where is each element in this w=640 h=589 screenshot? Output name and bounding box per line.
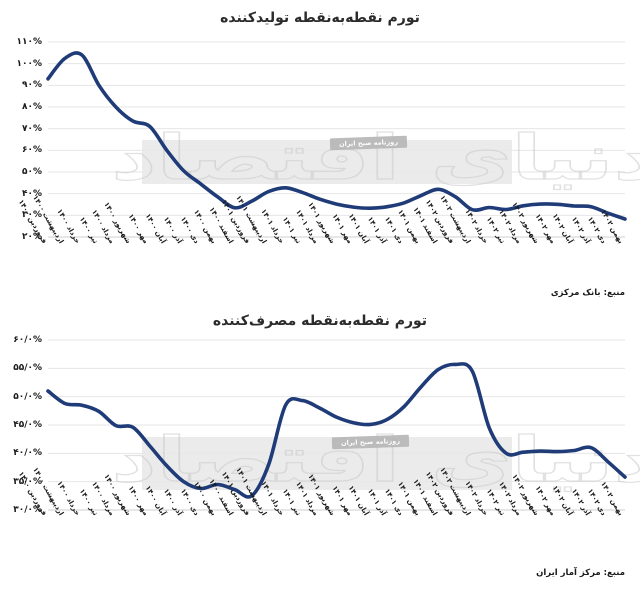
x-tick-label: مرداد ۱۴۰۱ [293,480,320,517]
x-tick-label: خرداد ۱۴۰۲ [463,479,490,517]
cpi-series-line [46,362,627,499]
x-tick-label: مهر ۱۴۰۲ [533,484,558,517]
x-tick-label: اردیبهشت ۱۴۰۱ [234,466,269,517]
x-tick-label: آبان ۱۴۰۰ [143,484,167,517]
y-tick-label: ۳۵/۰% [13,476,42,487]
x-tick-label: دی ۱۴۰۱ [382,487,405,517]
x-tick-label: مرداد ۱۴۰۰ [90,480,116,517]
x-tick-label: شهریور ۱۴۰۱ [306,472,337,517]
x-tick-label: مهر ۱۴۰۰ [126,484,150,517]
y-tick-label: ۶۰/۰% [13,335,42,345]
cpi-source-note: منبع: مرکز آمار ایران [536,568,625,578]
ppi-source-note: منبع: بانک مرکزی [550,288,625,298]
newspaper-badge: روزنامه صبح ایران [331,434,410,450]
x-tick-label: فروردین ۱۴۰۰ [16,470,48,517]
x-tick-label: تیر ۱۴۰۱ [280,487,303,517]
x-tick-label: فروردین ۱۴۰۱ [219,470,252,517]
x-tick-label: خرداد ۱۴۰۰ [55,479,82,517]
x-tick-label: دی ۱۴۰۰ [178,487,201,517]
y-tick-label: ۴۰/۰% [13,448,42,459]
x-tick-label: تیر ۱۴۰۰ [77,487,99,517]
x-tick-label: بهمن ۱۴۰۲ [599,480,625,517]
x-tick-label: آبان ۱۴۰۱ [346,484,371,517]
x-tick-label: آذر ۱۴۰۲ [569,487,592,517]
x-tick-label: اسفند ۱۴۰۰ [207,477,235,517]
x-tick-label: شهریور ۱۴۰۲ [509,472,541,517]
x-tick-label: دی ۱۴۰۲ [586,487,608,517]
x-tick-label: شهریور ۱۴۰۰ [102,472,133,517]
x-tick-label: مهر ۱۴۰۱ [330,484,354,517]
x-tick-label: آذر ۱۴۰۰ [162,487,184,517]
ppi-chart-title: تورم نقطه‌به‌نقطه تولیدکننده [220,10,420,26]
x-tick-label: تیر ۱۴۰۲ [484,487,507,517]
x-tick-label: اردیبهشت ۱۴۰۲ [438,466,473,517]
y-tick-label: ۵۰/۰% [13,391,42,402]
x-tick-label: اردیبهشت ۱۴۰۰ [30,466,65,517]
y-tick-label: ۵۵/۰% [13,363,42,374]
x-tick-label: خرداد ۱۴۰۱ [259,479,286,517]
x-tick-label: مرداد ۱۴۰۲ [497,480,524,517]
y-tick-label: ۴۵/۰% [13,420,42,430]
cpi-chart-title: تورم نقطه‌به‌نقطه مصرف‌کننده [212,313,428,329]
x-tick-label: فروردین ۱۴۰۲ [423,470,456,517]
x-tick-label: آذر ۱۴۰۱ [365,487,388,517]
watermark-band [142,437,512,490]
x-tick-label: اسفند ۱۴۰۱ [410,477,439,517]
y-tick-label: ۳۰/۰% [13,505,42,515]
x-tick-label: بهمن ۱۴۰۰ [191,480,218,517]
x-tick-label: بهمن ۱۴۰۱ [395,480,422,517]
x-tick-label: آبان ۱۴۰۲ [550,484,575,517]
newspaper-logo-watermark: دنیای اقتصاد [110,422,640,496]
